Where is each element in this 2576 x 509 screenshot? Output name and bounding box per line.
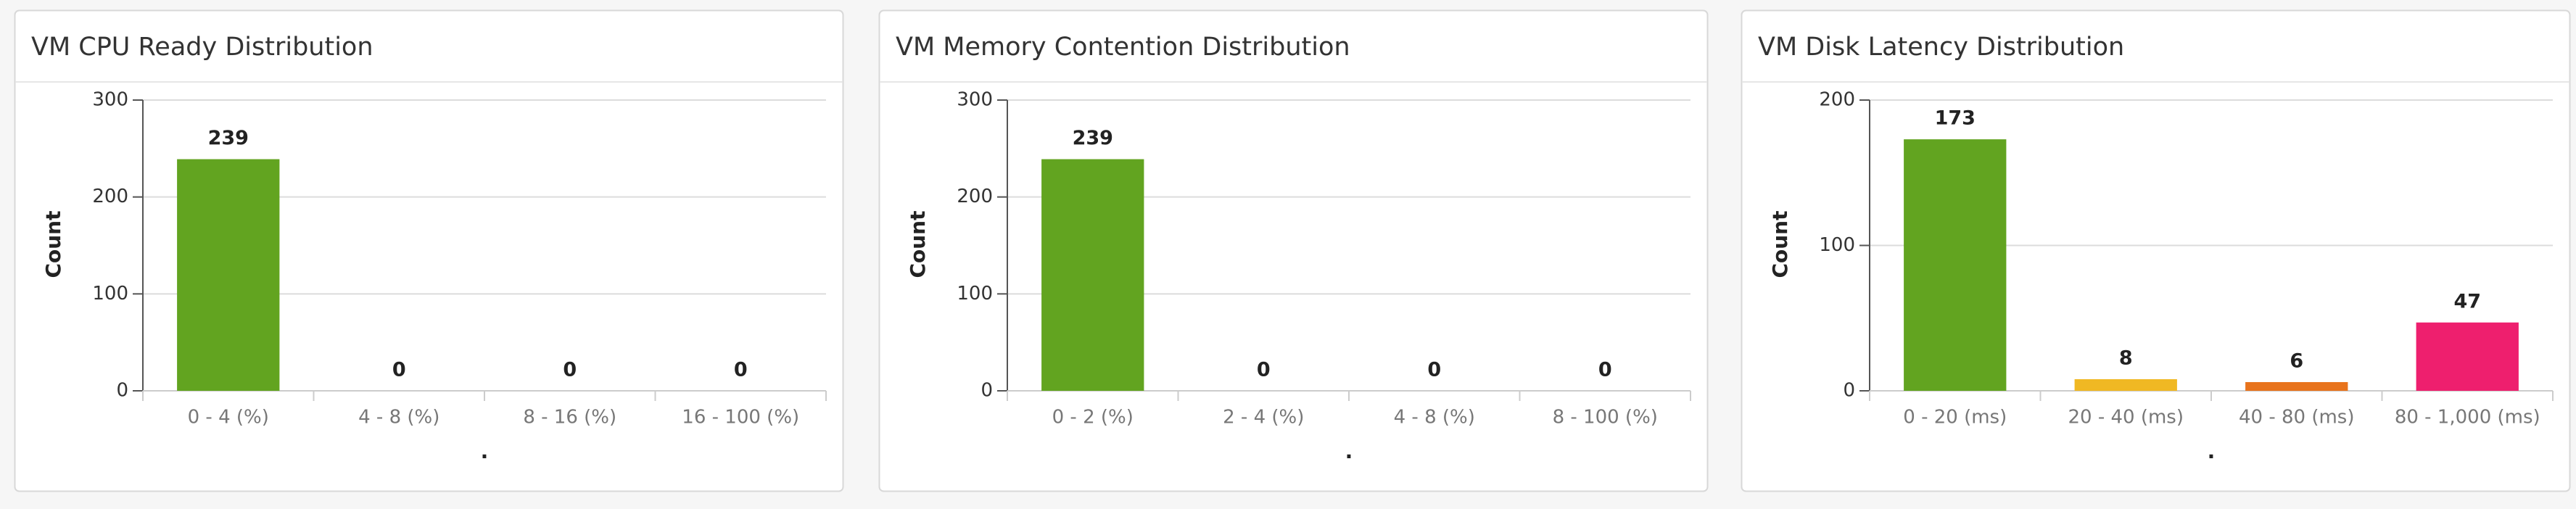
panel-title: VM Disk Latency Distribution — [1758, 33, 2124, 62]
y-tick-label: 200 — [1819, 89, 1855, 111]
value-label: 0 — [563, 359, 577, 381]
x-tick-label: 0 - 2 (%) — [1052, 407, 1134, 429]
value-label: 8 — [2119, 347, 2133, 369]
y-tick-label: 200 — [957, 186, 993, 207]
x-tick-label: 0 - 4 (%) — [188, 407, 269, 429]
panel-title: VM CPU Ready Distribution — [31, 33, 373, 62]
x-tick-label: 4 - 8 (%) — [1394, 407, 1475, 429]
y-tick-label: 100 — [92, 283, 128, 305]
value-label: 0 — [1598, 359, 1612, 381]
y-axis-label: Count — [906, 210, 930, 278]
x-tick-label: 40 - 80 (ms) — [2239, 407, 2355, 429]
x-axis-label: . — [481, 439, 489, 463]
value-label: 0 — [734, 359, 748, 381]
value-label: 0 — [392, 359, 406, 381]
x-tick-label: 80 - 1,000 (ms) — [2395, 407, 2540, 429]
panel: VM CPU Ready Distribution 0 100 200 300 0 - 4… — [14, 9, 844, 492]
y-tick-label: 0 — [981, 380, 993, 402]
x-tick-label: 8 - 16 (%) — [523, 407, 616, 429]
y-tick-label: 0 — [1843, 380, 1855, 402]
bar — [1041, 159, 1144, 391]
bar — [2416, 322, 2519, 391]
x-tick-label: 20 - 40 (ms) — [2068, 407, 2184, 429]
panel: VM Disk Latency Distribution 0 100 200 0 - 2… — [1741, 9, 2571, 492]
x-tick-label: 16 - 100 (%) — [682, 407, 799, 429]
bar — [177, 159, 280, 391]
value-label: 239 — [1073, 127, 1113, 149]
value-label: 0 — [1427, 359, 1441, 381]
x-tick-label: 8 - 100 (%) — [1553, 407, 1658, 429]
x-tick-label: 2 - 4 (%) — [1223, 407, 1304, 429]
y-tick-label: 100 — [957, 283, 993, 305]
y-tick-label: 0 — [116, 380, 128, 402]
x-axis-label: . — [2208, 439, 2216, 463]
value-label: 6 — [2290, 349, 2303, 372]
panel: VM Memory Contention Distribution 0 100 200… — [878, 9, 1709, 492]
y-tick-label: 300 — [92, 89, 128, 111]
bar — [1904, 139, 2007, 391]
bar — [2074, 378, 2177, 391]
y-tick-label: 100 — [1819, 234, 1855, 256]
value-label: 47 — [2453, 290, 2481, 313]
panel-title: VM Memory Contention Distribution — [896, 33, 1350, 62]
x-axis-label: . — [1345, 439, 1353, 463]
bar — [2245, 381, 2348, 391]
x-tick-label: 0 - 20 (ms) — [1903, 407, 2007, 429]
x-tick-label: 4 - 8 (%) — [358, 407, 439, 429]
value-label: 173 — [1935, 107, 1976, 130]
y-tick-label: 200 — [92, 186, 128, 207]
y-tick-label: 300 — [957, 89, 993, 111]
y-axis-label: Count — [1768, 210, 1792, 278]
y-axis-label: Count — [41, 210, 65, 278]
value-label: 239 — [208, 127, 249, 149]
value-label: 0 — [1257, 359, 1271, 381]
